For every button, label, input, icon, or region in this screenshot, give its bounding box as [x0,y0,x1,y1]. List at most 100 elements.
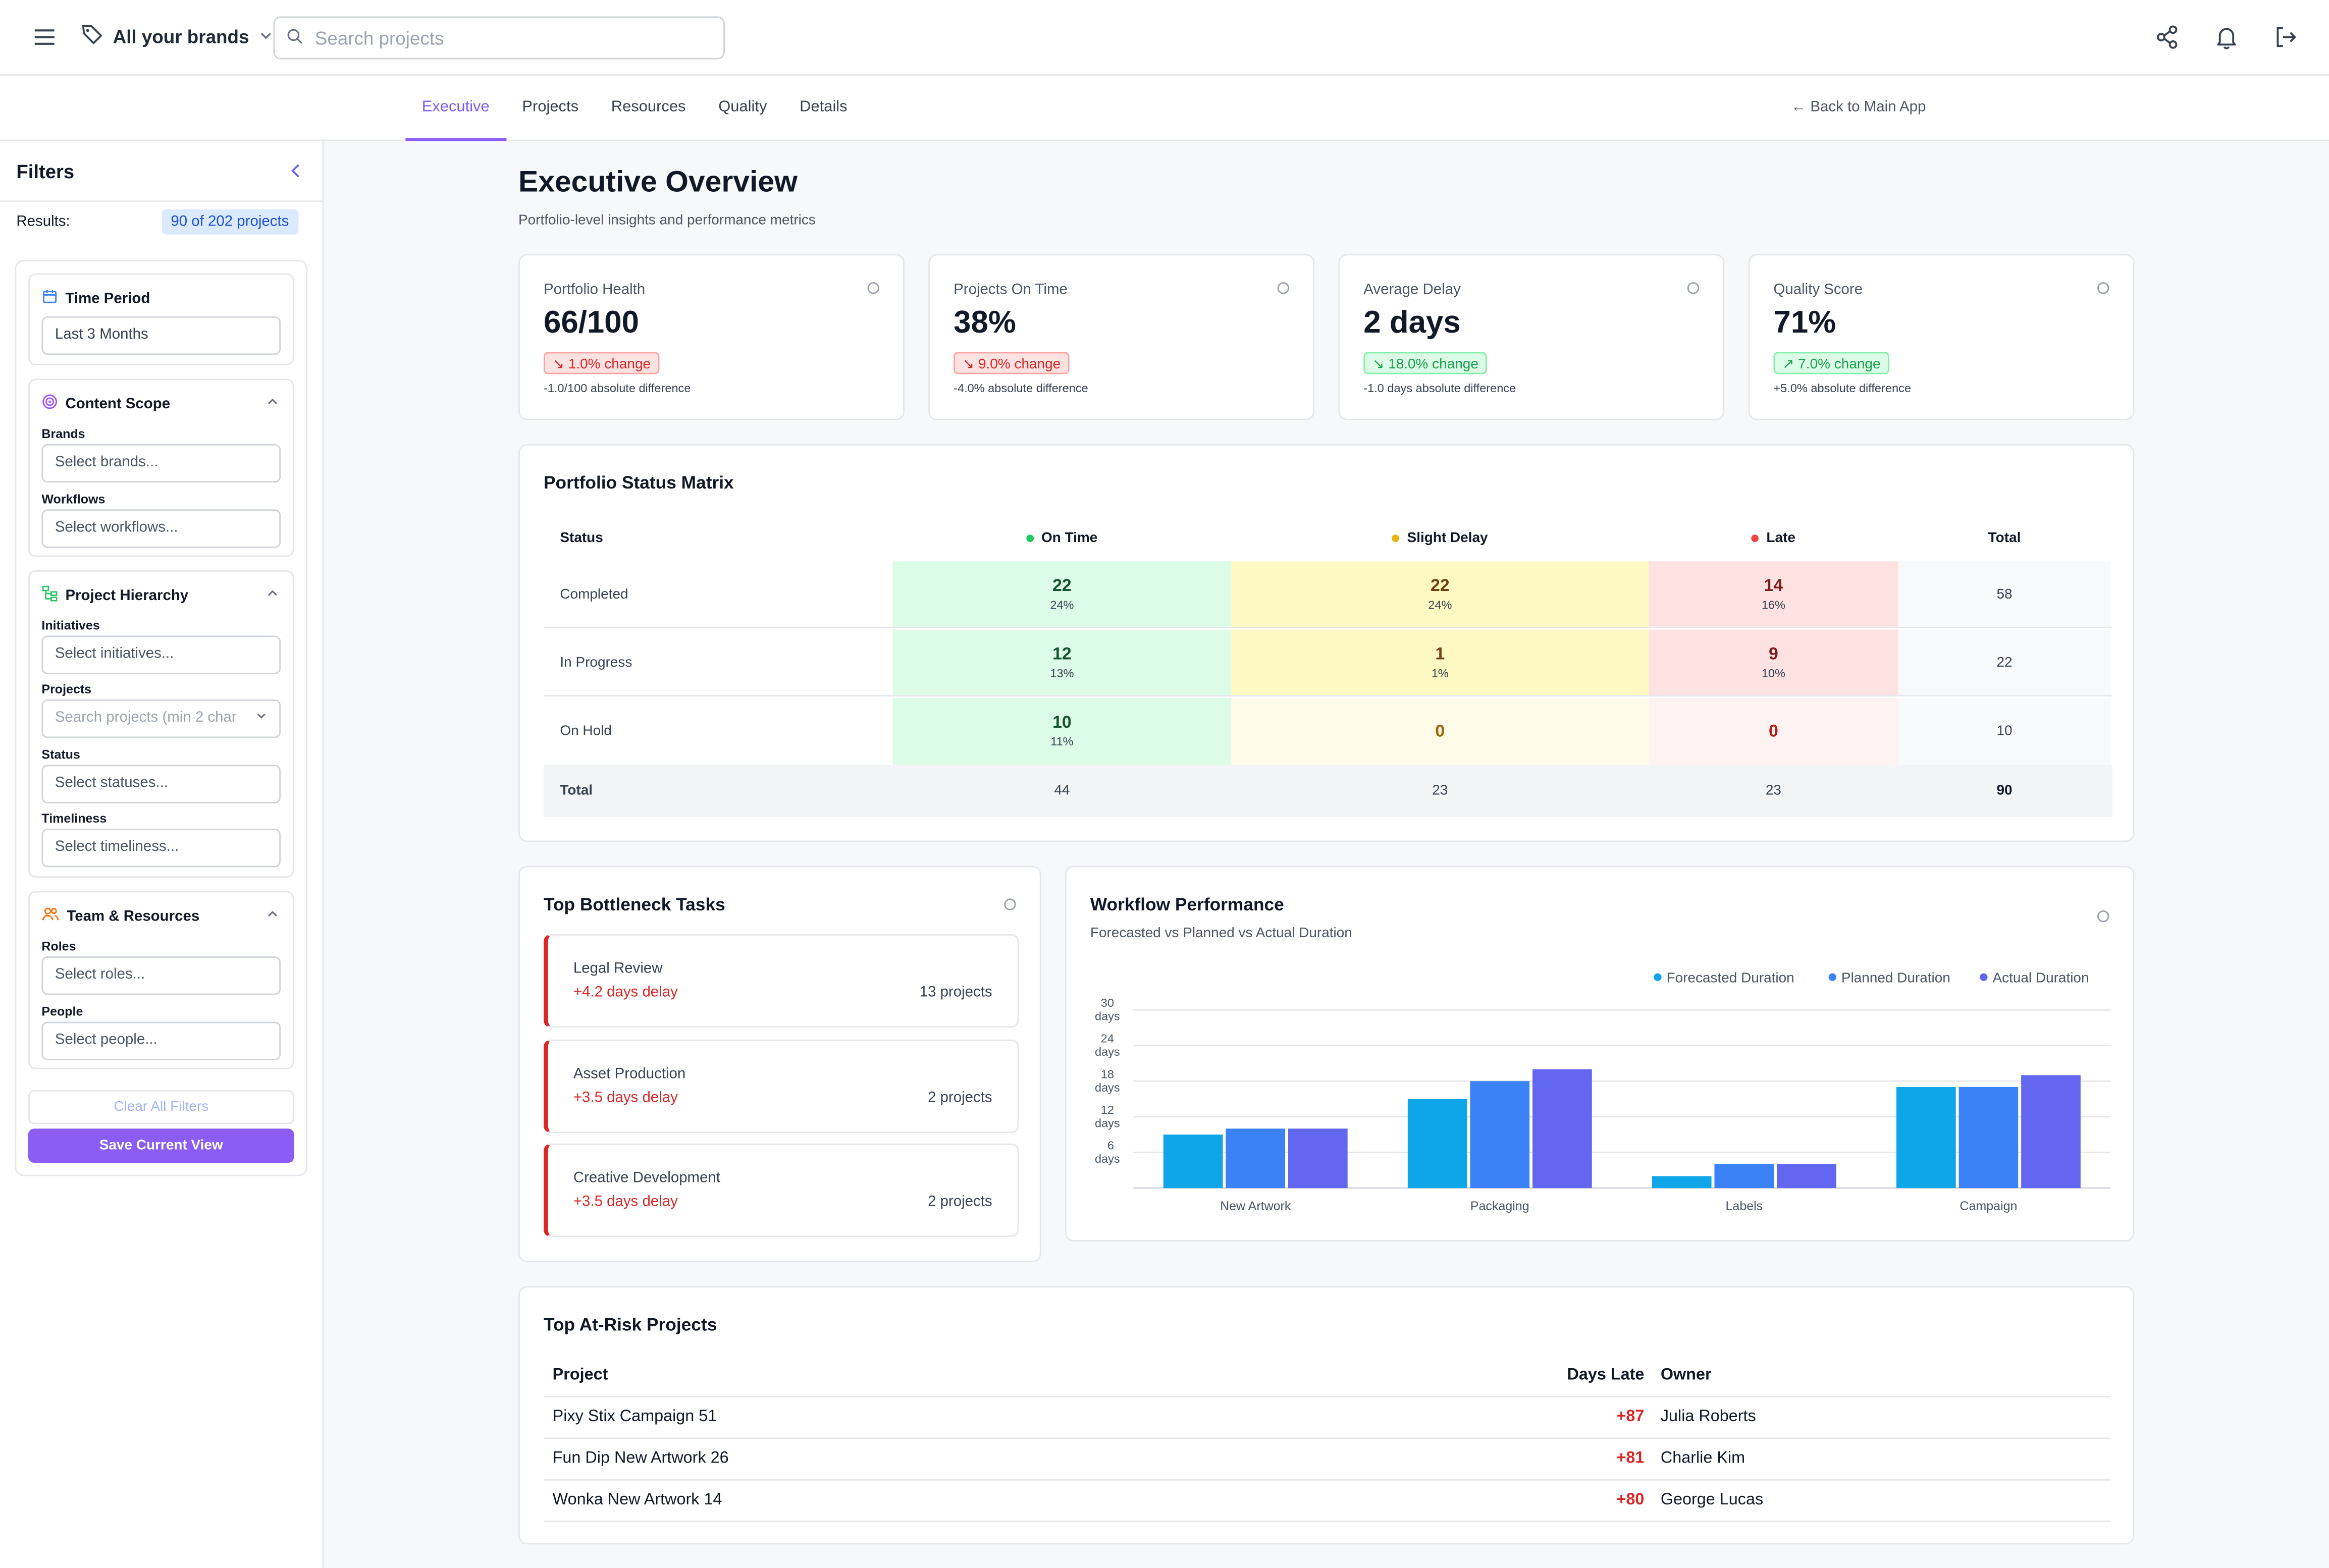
matrix-header-on-time: On Time [893,515,1232,561]
status-select[interactable]: Select statuses... [41,765,281,803]
search-input[interactable] [314,27,701,48]
bottleneck-delay: +3.5 days delay [573,1194,678,1211]
team-resources-title: Team & Resources [67,908,200,925]
chevron-up-icon[interactable] [266,395,279,411]
legend-dot [1654,973,1662,981]
roles-select[interactable]: Select roles... [41,956,281,995]
legend-dot [1980,973,1988,981]
matrix-row-in-progress: In Progress 12 13% 1 1% 9 10% 22 [543,629,2112,697]
bar-actual-duration [1777,1164,1836,1188]
bottleneck-item[interactable]: Asset Production +3.5 days delay 2 proje… [543,1039,1019,1133]
bell-icon[interactable] [2213,24,2240,50]
divider [543,1479,2111,1481]
tab-executive[interactable]: Executive [405,76,506,141]
info-icon[interactable] [1277,282,1290,294]
cell-count: 12 [1052,645,1072,663]
y-tick-label: 6 days [1095,1139,1120,1165]
bar-planned-duration [1959,1087,2019,1188]
risk-days-late: +80 [1616,1491,1645,1509]
people-select[interactable]: Select people... [41,1021,281,1061]
top-bar: All your brands [0,0,2329,76]
brand-selector[interactable]: All your brands [80,22,273,50]
save-current-view-button[interactable]: Save Current View [28,1128,294,1163]
share-icon[interactable] [2154,24,2181,50]
matrix-cell-late[interactable]: 9 10% [1649,629,1898,695]
project-hierarchy-title: Project Hierarchy [65,587,189,604]
time-period-select[interactable]: Last 3 Months [41,316,281,355]
matrix-row-label: In Progress [560,654,632,671]
kpi-value: 38% [954,306,1016,340]
matrix-row-label: Completed [560,585,628,603]
legend-label: Forecasted Duration [1667,970,1794,986]
roles-label: Roles [41,938,76,954]
matrix-total-label: Total [560,782,593,799]
tab-projects[interactable]: Projects [522,98,579,116]
back-to-main-app-link[interactable]: ← Back to Main App [1791,99,1926,116]
menu-icon[interactable] [33,25,57,49]
bottleneck-delay: +4.2 days delay [573,984,678,1001]
bottleneck-project-count: 2 projects [928,1090,992,1107]
risk-project-name: Fun Dip New Artwork 26 [552,1449,729,1468]
info-icon[interactable] [1004,898,1016,910]
matrix-header-slight-delay-label: Slight Delay [1407,530,1488,547]
tab-resources[interactable]: Resources [611,98,686,116]
on-time-dot [1026,534,1034,543]
chevron-up-icon[interactable] [266,907,279,924]
bottleneck-name: Creative Development [573,1170,720,1187]
content-scope-group: Content Scope Brands Select brands... Wo… [28,379,294,557]
x-tick-label: Labels [1726,1199,1763,1213]
chevron-up-icon[interactable] [266,586,279,603]
bottleneck-item[interactable]: Creative Development +3.5 days delay 2 p… [543,1143,1019,1237]
matrix-cell-on-time[interactable]: 22 24% [892,561,1232,627]
results-label: Results: [16,213,70,231]
kpi-card-quality-score: Quality Score 71% ↗ 7.0% change +5.0% ab… [1748,254,2135,420]
info-icon[interactable] [867,282,880,294]
info-icon[interactable] [2097,910,2109,923]
risk-days-late: +87 [1616,1408,1645,1426]
clear-all-filters-button[interactable]: Clear All Filters [28,1090,294,1124]
risk-owner: George Lucas [1660,1491,1764,1509]
info-icon[interactable] [1687,282,1700,294]
matrix-cell-slight-delay[interactable]: 0 [1231,698,1649,765]
bar-forecasted-duration [1163,1134,1223,1188]
tab-details[interactable]: Details [800,98,848,116]
info-icon[interactable] [2097,282,2109,294]
page-title: Executive Overview [518,166,798,199]
bottleneck-item[interactable]: Legal Review +4.2 days delay 13 projects [543,934,1019,1028]
time-period-group: Time Period Last 3 Months [28,273,294,365]
matrix-cell-slight-delay[interactable]: 1 1% [1231,629,1649,695]
matrix-cell-late[interactable]: 14 16% [1649,561,1898,627]
kpi-title: Portfolio Health [543,282,646,299]
kpi-absolute-difference: -1.0 days absolute difference [1363,382,1516,395]
cell-percent: 11% [1050,735,1074,749]
bar-planned-duration [1470,1081,1530,1188]
matrix-cell-late[interactable]: 0 [1649,698,1898,765]
search-box [273,16,725,60]
kpi-value: 66/100 [543,306,640,340]
portfolio-status-matrix-card: Portfolio Status Matrix Status On Time S… [518,444,2135,842]
x-tick-label: Packaging [1470,1199,1529,1213]
kpi-title: Quality Score [1773,282,1863,299]
cell-count: 22 [1430,577,1450,595]
bar-actual-duration [2021,1075,2081,1188]
kpi-card-projects-on-time: Projects On Time 38% ↘ 9.0% change -4.0%… [928,254,1315,420]
logout-icon[interactable] [2272,24,2299,50]
matrix-cell-on-time[interactable]: 12 13% [892,629,1232,695]
bar-forecasted-duration [1896,1087,1956,1188]
tab-quality[interactable]: Quality [718,98,767,116]
initiatives-select[interactable]: Select initiatives... [41,635,281,674]
bottleneck-project-count: 13 projects [919,984,992,1001]
kpi-absolute-difference: +5.0% absolute difference [1773,382,1911,395]
status-label: Status [41,747,80,762]
collapse-sidebar-icon[interactable] [290,162,302,183]
risk-owner: Charlie Kim [1660,1449,1745,1468]
matrix-total-slight-delay: 23 [1432,782,1448,799]
bar-planned-duration [1226,1128,1286,1188]
matrix-cell-on-time[interactable]: 10 11% [892,698,1232,765]
chevron-down-icon [258,26,273,46]
projects-search-input[interactable]: Search projects (min 2 char [41,699,281,738]
brands-select[interactable]: Select brands... [41,444,281,483]
timeliness-select[interactable]: Select timeliness... [41,828,281,868]
matrix-cell-slight-delay[interactable]: 22 24% [1231,561,1649,627]
workflows-select[interactable]: Select workflows... [41,509,281,548]
